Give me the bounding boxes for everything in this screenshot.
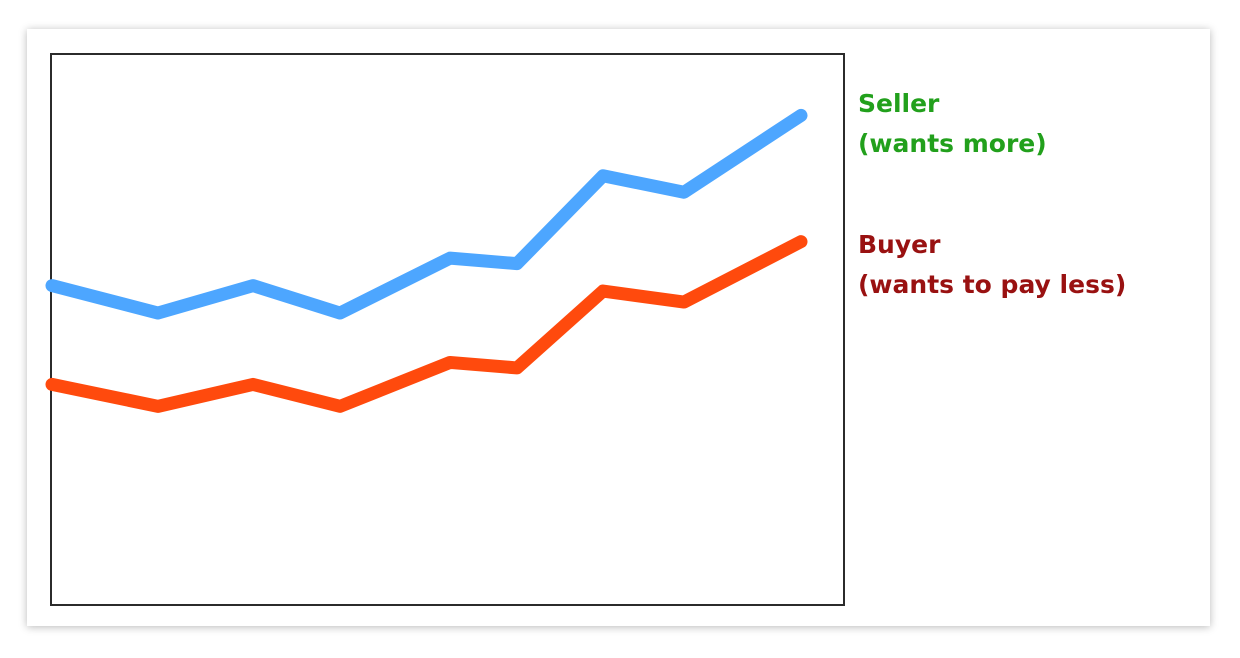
legend-seller-note: (wants more) [858,129,1047,158]
series-line-buyer [45,235,808,413]
legend-entry-buyer: Buyer (wants to pay less) [858,225,1126,305]
plot-area [50,53,845,606]
legend-buyer-name: Buyer [858,230,941,259]
legend-seller-name: Seller [858,89,940,118]
legend-entry-seller: Seller (wants more) [858,84,1047,164]
legend-buyer-note: (wants to pay less) [858,270,1127,299]
series-line-seller [45,108,808,320]
